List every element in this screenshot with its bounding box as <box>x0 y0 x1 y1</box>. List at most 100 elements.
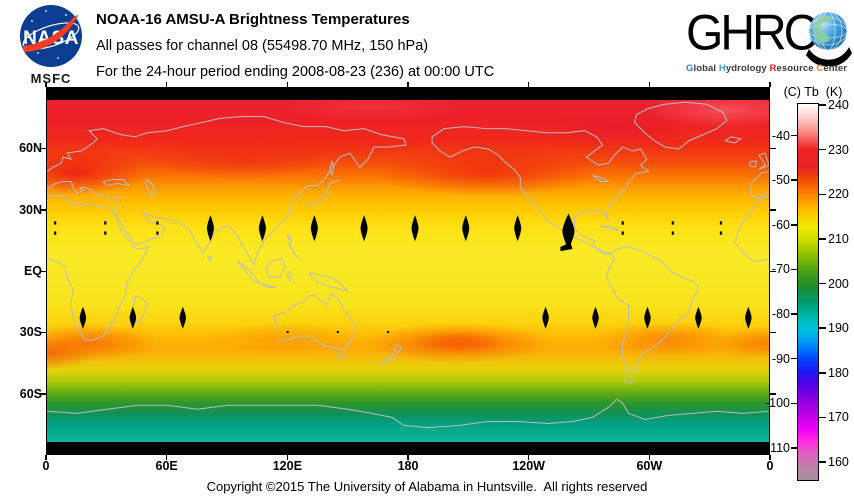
lon-tick-mark <box>407 455 409 460</box>
colorbar-kelvin-tick <box>819 372 826 374</box>
ghrc-tagline-word: Center <box>816 63 848 74</box>
colorbar-kelvin-tick <box>819 193 826 195</box>
gap-mark <box>644 306 651 329</box>
colorbar-celsius-tick <box>791 313 798 315</box>
coastline-japan <box>308 180 340 208</box>
gap-mark <box>411 215 419 242</box>
colorbar-kelvin-tick <box>819 461 826 463</box>
lat-tick-mark <box>40 331 46 334</box>
ghrc-globe-icon <box>806 11 852 66</box>
coastline-tasmania <box>338 354 344 358</box>
colorbar-kelvin-label: 230 <box>828 142 849 157</box>
lat-tick-label: 30N <box>19 202 42 217</box>
gap-mark <box>104 221 107 235</box>
lat-tick-mark <box>40 147 46 150</box>
gap-mark <box>695 306 702 329</box>
ghrc-tagline-word: Hydrology <box>718 63 770 74</box>
gap-mark <box>129 306 137 329</box>
lon-tick-mark <box>45 455 47 460</box>
coastline-sumatra <box>238 261 260 283</box>
colorbar-celsius-label: -70 <box>771 262 790 277</box>
colorbar-celsius-tick <box>791 134 798 137</box>
coastline-namerica <box>432 127 649 255</box>
colorbar-kelvin-label: 190 <box>828 321 849 336</box>
lat-tick-label: 60N <box>19 141 42 156</box>
colorbar-celsius-label: -40 <box>771 128 790 143</box>
gap-mark <box>462 215 470 242</box>
colorbar-celsius-tick <box>791 402 798 405</box>
lon-tick-label: 120E <box>272 459 302 473</box>
lon-tick-label: 0 <box>42 459 50 473</box>
coastline-cuba <box>601 226 619 230</box>
coastline-samerica <box>607 247 699 383</box>
title-line-2: All passes for channel 08 (55498.70 MHz,… <box>96 38 429 54</box>
colorbar-celsius-label: -90 <box>771 351 790 366</box>
lat-tick-mark <box>770 331 776 334</box>
coastlines <box>47 102 769 427</box>
gap-mark <box>745 306 752 329</box>
coastline-africa <box>47 196 149 340</box>
coastline-sakhalin <box>330 161 334 175</box>
colorbar-celsius-tick <box>791 268 798 271</box>
coastline-eurasia <box>47 116 406 264</box>
colorbar-celsius-label: -50 <box>771 173 790 188</box>
colorbar-kelvin-label: 210 <box>828 231 849 246</box>
lon-tick-mark <box>769 455 771 460</box>
coastline-greenland <box>635 102 727 149</box>
lon-tick-mark <box>527 82 530 87</box>
gap-mark <box>592 306 599 329</box>
title-line-3: For the 24-hour period ending 2008-08-23… <box>96 64 495 80</box>
colorbar-kelvin-tick <box>819 238 826 240</box>
no-data-strip-south <box>47 442 769 454</box>
gap-mark <box>54 221 57 235</box>
gap-mark <box>206 215 214 242</box>
gap-mark <box>360 215 368 242</box>
copyright-text: Copyright ©2015 The University of Alabam… <box>206 479 648 494</box>
lon-tick-mark <box>165 82 168 87</box>
colorbar-kelvin-label: 160 <box>828 455 849 469</box>
lon-tick-label: 60W <box>636 459 663 473</box>
coastline-antarctica <box>47 399 769 427</box>
lat-tick-mark <box>40 270 46 272</box>
coastline-caspian <box>145 180 155 196</box>
gap-mark <box>79 306 87 329</box>
coastline-greatlakes <box>593 175 609 181</box>
gap-mark <box>156 221 159 235</box>
colorbar-celsius-label: -100 <box>764 396 790 411</box>
coastlines-and-gap-marks <box>47 88 769 454</box>
ghrc-logo: GHRC Global Hydrology Resource Center <box>684 4 852 82</box>
coastline-uk <box>759 153 769 169</box>
coastline-blacksea <box>103 180 129 186</box>
lat-tick-mark <box>40 209 46 211</box>
gap-mark <box>671 221 674 235</box>
gap-mark <box>514 215 522 242</box>
gap-mark <box>719 221 723 235</box>
coastline-australia <box>274 293 354 350</box>
colorbar-celsius-label: -60 <box>771 217 790 232</box>
colorbar-kelvin-label: 170 <box>828 410 849 425</box>
colorbar-kelvin-tick <box>819 104 826 106</box>
lat-tick-mark <box>770 209 776 211</box>
colorbar-celsius-tick <box>791 179 798 181</box>
title-line-1: NOAA-16 AMSU-A Brightness Temperatures <box>96 11 410 28</box>
colorbar-kelvin-tick <box>819 327 826 329</box>
coastline-nz2 <box>394 344 402 352</box>
ghrc-tagline: Global Hydrology Resource Center <box>686 63 847 74</box>
lon-tick-mark <box>527 455 530 460</box>
no-data-strip-north <box>47 88 769 100</box>
lat-tick-label: 30S <box>19 325 42 340</box>
ghrc-tagline-word: Global <box>686 63 719 74</box>
lon-tick-mark <box>407 82 409 87</box>
gap-mark <box>310 215 318 242</box>
gap-mark <box>286 330 289 334</box>
ghrc-tagline-word: Resource <box>769 63 817 74</box>
colorbar-kelvin-tick <box>819 416 826 419</box>
coastline-newguinea <box>310 273 348 291</box>
coastline-srilanka <box>207 257 211 261</box>
colorbar-kelvin-label: 180 <box>828 365 849 380</box>
coastline-ireland <box>749 161 757 167</box>
lon-tick-label: 60E <box>155 459 178 473</box>
lat-tick-label: EQ <box>23 264 42 278</box>
colorbar-kelvin-tick <box>819 282 826 285</box>
lon-tick-mark <box>286 455 289 460</box>
